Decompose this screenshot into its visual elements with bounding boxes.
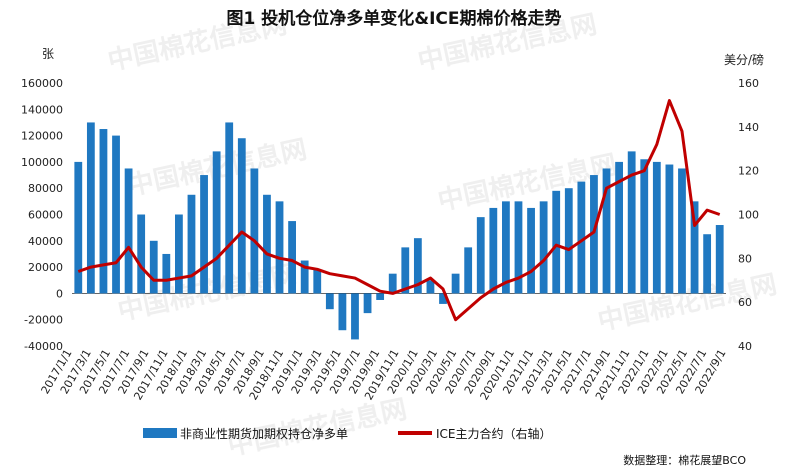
net-long-bar <box>451 273 460 294</box>
line-series <box>77 99 721 322</box>
net-long-bar <box>225 122 234 294</box>
net-long-bar <box>439 293 447 304</box>
right-tick-label: 100 <box>738 209 759 222</box>
net-long-bar <box>99 129 108 294</box>
left-tick-label: 0 <box>56 287 63 300</box>
x-axis-ticks: 2017/1/12017/3/12017/5/12017/7/12017/9/1… <box>39 347 729 402</box>
source-note: 数据整理：棉花展望BCO <box>623 453 746 467</box>
net-long-bar <box>275 201 284 294</box>
net-long-bar <box>162 253 171 294</box>
left-tick-label: 60000 <box>28 209 63 222</box>
net-long-bar <box>200 175 208 294</box>
right-tick-label: 140 <box>738 121 759 134</box>
net-long-bar <box>489 207 498 294</box>
net-long-bar <box>678 168 686 294</box>
net-long-bar <box>376 293 385 300</box>
net-long-bar <box>112 135 120 294</box>
net-long-bar <box>502 201 510 294</box>
right-tick-label: 80 <box>738 252 752 265</box>
net-long-bar <box>627 151 636 294</box>
right-tick-label: 40 <box>738 340 752 353</box>
bar-series <box>72 122 726 340</box>
net-long-bar <box>514 201 523 294</box>
left-tick-label: 80000 <box>28 182 63 195</box>
legend-bar-label: 非商业性期货加期权持仓净多单 <box>180 426 348 441</box>
net-long-bar <box>288 221 296 294</box>
ice-price-line <box>77 99 721 322</box>
net-long-bar <box>590 175 598 294</box>
net-long-bar <box>250 168 259 294</box>
net-long-bar <box>351 293 359 340</box>
right-axis-unit: 美分/磅 <box>724 52 764 67</box>
left-axis-ticks: -40000 -20000 0 20000 40000 60000 80000 100000 1… <box>21 77 63 353</box>
left-tick-label: 100000 <box>21 156 63 169</box>
net-long-bar <box>212 151 221 294</box>
right-tick-label: 60 <box>738 296 752 309</box>
net-long-bar <box>464 247 473 294</box>
net-long-bar <box>263 194 271 294</box>
left-tick-label: 160000 <box>21 77 63 90</box>
net-long-bar <box>300 260 309 294</box>
net-long-bar <box>476 217 485 294</box>
right-tick-label: 160 <box>738 77 759 90</box>
right-axis-ticks: 40 60 80 100 120 140 160 <box>738 77 759 353</box>
net-long-bar <box>187 194 196 294</box>
net-long-bar <box>413 238 422 294</box>
left-tick-label: 140000 <box>21 103 63 116</box>
legend-line-label: ICE主力合约（右轴） <box>436 426 552 441</box>
net-long-bar <box>690 201 699 294</box>
net-long-bar <box>602 168 611 294</box>
left-tick-label: -20000 <box>24 314 63 327</box>
net-long-bar <box>313 269 322 294</box>
net-long-bar <box>652 161 661 294</box>
net-long-bar <box>615 161 623 294</box>
left-tick-label: 40000 <box>28 235 63 248</box>
net-long-bar <box>137 214 146 294</box>
net-long-bar <box>715 225 724 294</box>
left-axis-unit: 张 <box>42 47 54 61</box>
net-long-bar <box>175 214 183 294</box>
legend-bar-swatch <box>143 428 177 438</box>
legend: 非商业性期货加期权持仓净多单 ICE主力合约（右轴） <box>143 426 552 441</box>
net-long-bar <box>86 122 95 294</box>
net-long-bar <box>124 168 133 294</box>
right-tick-label: 120 <box>738 165 759 178</box>
net-long-bar <box>665 164 674 294</box>
net-long-bar <box>703 234 712 294</box>
net-long-bar <box>388 273 397 294</box>
net-long-bar <box>539 201 548 294</box>
net-long-bar <box>74 161 83 294</box>
net-long-bar <box>640 159 649 294</box>
net-long-bar <box>527 207 535 294</box>
net-long-bar <box>338 293 347 331</box>
net-long-bar <box>237 138 246 294</box>
net-long-bar <box>564 188 573 294</box>
net-long-bar <box>325 293 334 310</box>
net-long-bar <box>552 190 561 294</box>
net-long-bar <box>149 240 158 294</box>
net-long-bar <box>577 181 586 294</box>
left-tick-label: 20000 <box>28 261 63 274</box>
chart-title: 图1 投机仓位净多单变化&ICE期棉价格走势 <box>227 8 562 29</box>
net-long-bar <box>401 247 410 294</box>
left-tick-label: 120000 <box>21 130 63 143</box>
left-tick-label: -40000 <box>24 340 63 353</box>
net-long-bar <box>363 293 372 314</box>
net-long-bar <box>426 280 435 294</box>
